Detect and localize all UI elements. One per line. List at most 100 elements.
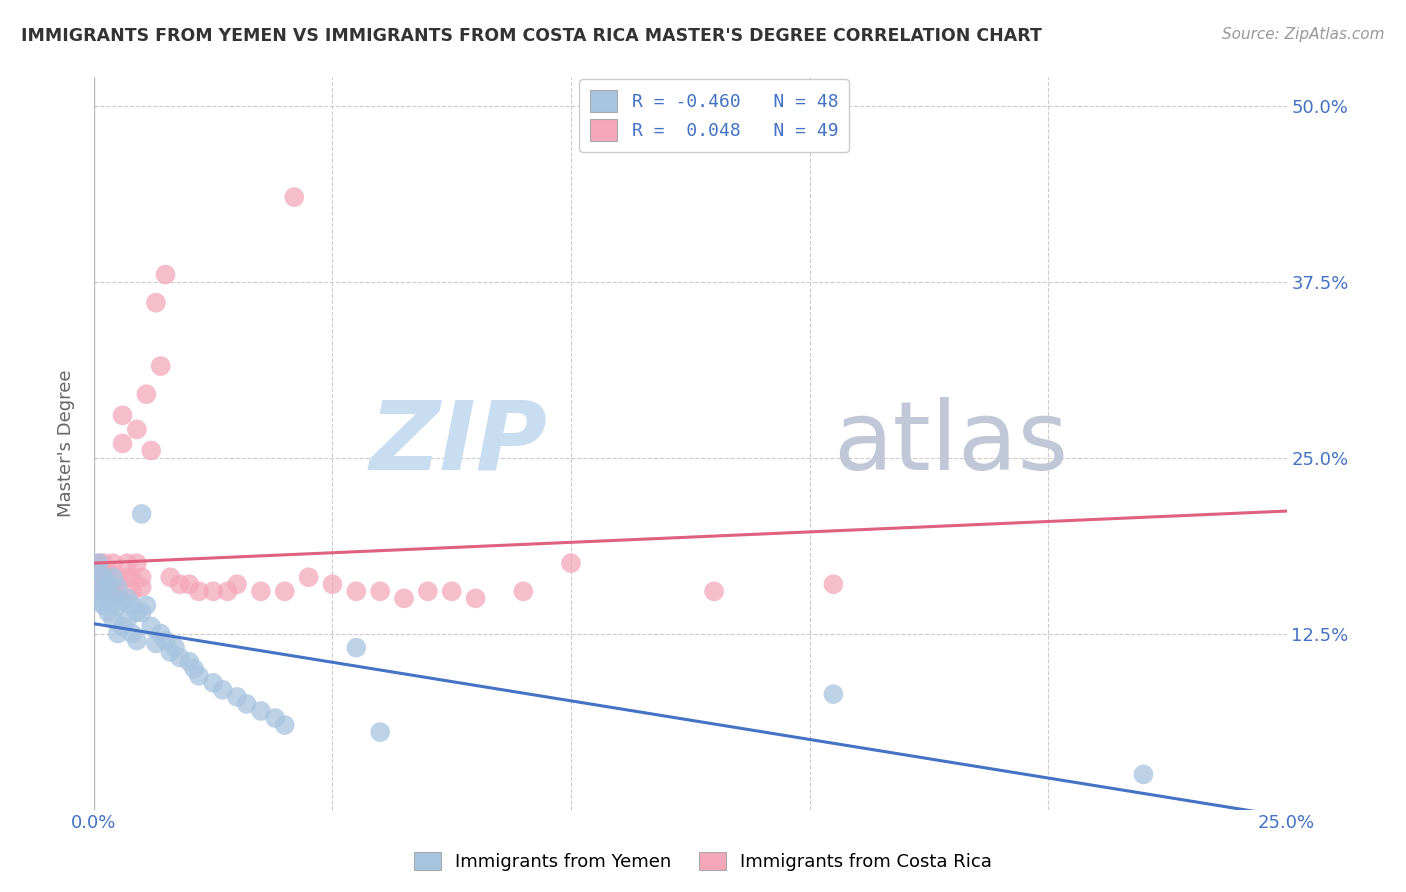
Point — [159, 570, 181, 584]
Point — [97, 594, 120, 608]
Point — [121, 599, 143, 613]
Point — [283, 190, 305, 204]
Y-axis label: Master's Degree: Master's Degree — [58, 370, 75, 517]
Point — [145, 295, 167, 310]
Point — [117, 612, 139, 626]
Point — [87, 584, 110, 599]
Point — [703, 584, 725, 599]
Point — [87, 584, 110, 599]
Point — [93, 584, 115, 599]
Point — [125, 556, 148, 570]
Point — [87, 594, 110, 608]
Point — [93, 599, 115, 613]
Point — [159, 645, 181, 659]
Point — [101, 591, 124, 606]
Point — [250, 704, 273, 718]
Point — [107, 599, 129, 613]
Point — [87, 556, 110, 570]
Point — [149, 359, 172, 373]
Point — [111, 409, 134, 423]
Point — [97, 563, 120, 577]
Point — [97, 606, 120, 620]
Point — [211, 682, 233, 697]
Point — [111, 594, 134, 608]
Point — [107, 626, 129, 640]
Point — [187, 584, 209, 599]
Point — [416, 584, 439, 599]
Point — [135, 387, 157, 401]
Text: IMMIGRANTS FROM YEMEN VS IMMIGRANTS FROM COSTA RICA MASTER'S DEGREE CORRELATION : IMMIGRANTS FROM YEMEN VS IMMIGRANTS FROM… — [21, 27, 1042, 45]
Point — [297, 570, 319, 584]
Point — [1132, 767, 1154, 781]
Point — [125, 606, 148, 620]
Point — [101, 612, 124, 626]
Point — [155, 268, 177, 282]
Point — [107, 570, 129, 584]
Point — [117, 591, 139, 606]
Point — [163, 640, 186, 655]
Point — [93, 584, 115, 599]
Point — [226, 577, 249, 591]
Text: Source: ZipAtlas.com: Source: ZipAtlas.com — [1222, 27, 1385, 42]
Point — [368, 725, 391, 739]
Point — [121, 570, 143, 584]
Point — [111, 619, 134, 633]
Point — [823, 577, 845, 591]
Point — [560, 556, 582, 570]
Point — [117, 556, 139, 570]
Point — [121, 584, 143, 599]
Legend: Immigrants from Yemen, Immigrants from Costa Rica: Immigrants from Yemen, Immigrants from C… — [406, 845, 1000, 879]
Point — [141, 443, 163, 458]
Point — [135, 599, 157, 613]
Point — [121, 626, 143, 640]
Point — [131, 606, 153, 620]
Point — [202, 676, 225, 690]
Point — [321, 577, 343, 591]
Point — [131, 570, 153, 584]
Point — [87, 570, 110, 584]
Point — [155, 633, 177, 648]
Point — [274, 718, 297, 732]
Point — [93, 570, 115, 584]
Point — [440, 584, 463, 599]
Point — [125, 633, 148, 648]
Point — [179, 655, 201, 669]
Point — [141, 619, 163, 633]
Point — [107, 580, 129, 594]
Point — [179, 577, 201, 591]
Point — [111, 436, 134, 450]
Point — [101, 584, 124, 599]
Point — [344, 584, 367, 599]
Point — [169, 577, 191, 591]
Point — [264, 711, 287, 725]
Point — [187, 669, 209, 683]
Point — [149, 626, 172, 640]
Text: atlas: atlas — [834, 397, 1069, 490]
Point — [183, 662, 205, 676]
Point — [131, 507, 153, 521]
Point — [101, 570, 124, 584]
Legend: R = -0.460   N = 48, R =  0.048   N = 49: R = -0.460 N = 48, R = 0.048 N = 49 — [579, 79, 849, 153]
Point — [87, 556, 110, 570]
Point — [250, 584, 273, 599]
Point — [97, 584, 120, 599]
Point — [101, 556, 124, 570]
Point — [823, 687, 845, 701]
Point — [107, 584, 129, 599]
Point — [226, 690, 249, 704]
Point — [368, 584, 391, 599]
Point — [202, 584, 225, 599]
Point — [235, 697, 257, 711]
Point — [145, 636, 167, 650]
Point — [125, 422, 148, 436]
Point — [97, 577, 120, 591]
Point — [392, 591, 415, 606]
Point — [93, 570, 115, 584]
Point — [217, 584, 239, 599]
Point — [87, 566, 110, 580]
Point — [274, 584, 297, 599]
Point — [93, 556, 115, 570]
Point — [512, 584, 534, 599]
Point — [464, 591, 486, 606]
Text: ZIP: ZIP — [370, 397, 547, 490]
